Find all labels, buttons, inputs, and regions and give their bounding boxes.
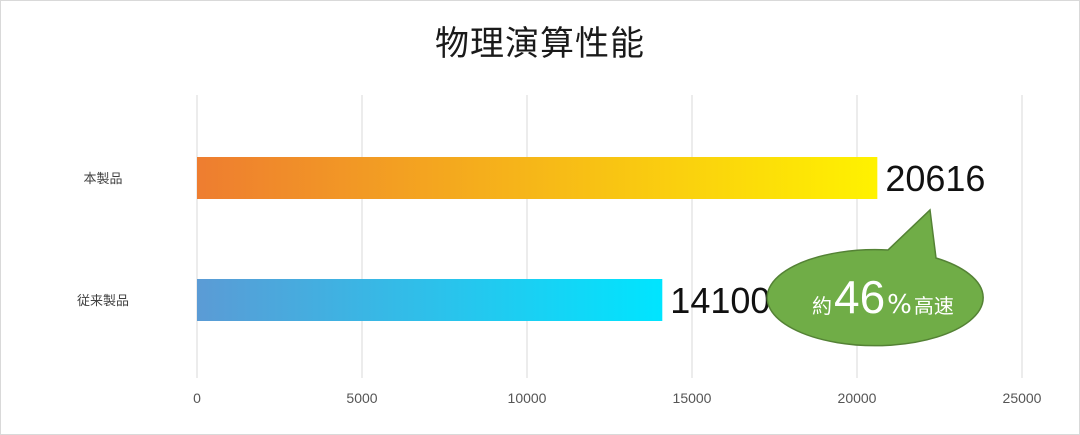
x-tick-label: 20000 bbox=[838, 390, 877, 406]
x-tick-label: 15000 bbox=[673, 390, 712, 406]
x-tick-label: 5000 bbox=[346, 390, 377, 406]
data-label: 14100 bbox=[670, 280, 770, 321]
grid-lines bbox=[196, 95, 1023, 378]
x-tick-label: 0 bbox=[193, 390, 201, 406]
callout-percent-number: 46 bbox=[834, 271, 885, 323]
bars bbox=[197, 157, 878, 321]
callout-percent-sign: % bbox=[887, 290, 912, 320]
chart-title: 物理演算性能 bbox=[435, 24, 645, 64]
callout-text: 約46% 高速 bbox=[812, 271, 954, 323]
bar-this-product bbox=[197, 157, 878, 199]
category-label: 本製品 bbox=[83, 172, 122, 187]
x-tick-label: 10000 bbox=[508, 390, 547, 406]
callout-prefix: 約 bbox=[812, 294, 832, 318]
bar-previous-product bbox=[197, 279, 663, 321]
category-label: 従来製品 bbox=[77, 294, 129, 309]
callout-bubble bbox=[766, 208, 984, 347]
callout-faster-text: 高速 bbox=[914, 294, 954, 318]
x-tick-label: 25000 bbox=[1003, 390, 1042, 406]
labels: 0 5000 10000 15000 20000 25000 本製品 20616 従来製品 141… bbox=[77, 158, 1042, 406]
speedup-callout: 約46% 高速 bbox=[766, 208, 984, 347]
data-label: 20616 bbox=[885, 158, 985, 199]
